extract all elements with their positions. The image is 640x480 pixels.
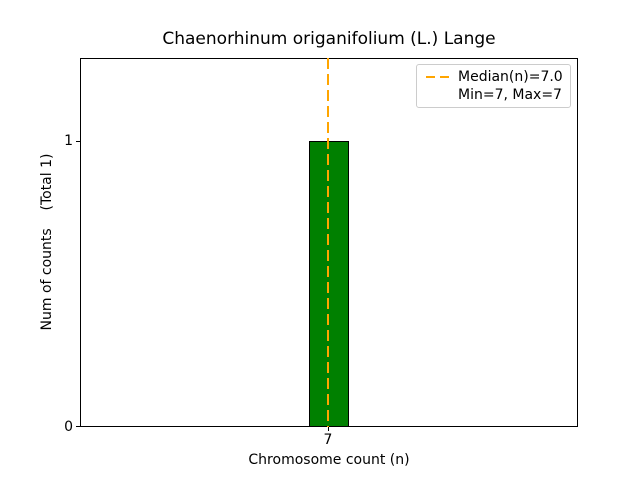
- y-tick-label-0: 0: [64, 419, 73, 435]
- y-tick-mark-0: [76, 426, 80, 427]
- y-tick-label-1: 1: [64, 133, 73, 149]
- median-line: [327, 58, 329, 427]
- chart-title: Chaenorhinum origanifolium (L.) Lange: [162, 29, 496, 49]
- legend-handle-spacer: [426, 94, 449, 96]
- x-tick-mark-7: [328, 427, 329, 431]
- legend-label-median: Median(n)=7.0: [458, 69, 563, 85]
- x-axis-label: Chromosome count (n): [248, 452, 410, 468]
- legend-label-minmax: Min=7, Max=7: [458, 87, 562, 103]
- bar-chromosome-7: [309, 141, 349, 427]
- y-tick-mark-1: [76, 141, 80, 142]
- y-axis-label: Num of counts (Total 1): [39, 153, 55, 331]
- x-tick-label-7: 7: [323, 432, 333, 448]
- median-dash-icon: [426, 76, 449, 78]
- legend: Median(n)=7.0 Min=7, Max=7: [416, 64, 571, 108]
- legend-entry-minmax: Min=7, Max=7: [426, 87, 563, 103]
- legend-entry-median: Median(n)=7.0: [426, 69, 563, 85]
